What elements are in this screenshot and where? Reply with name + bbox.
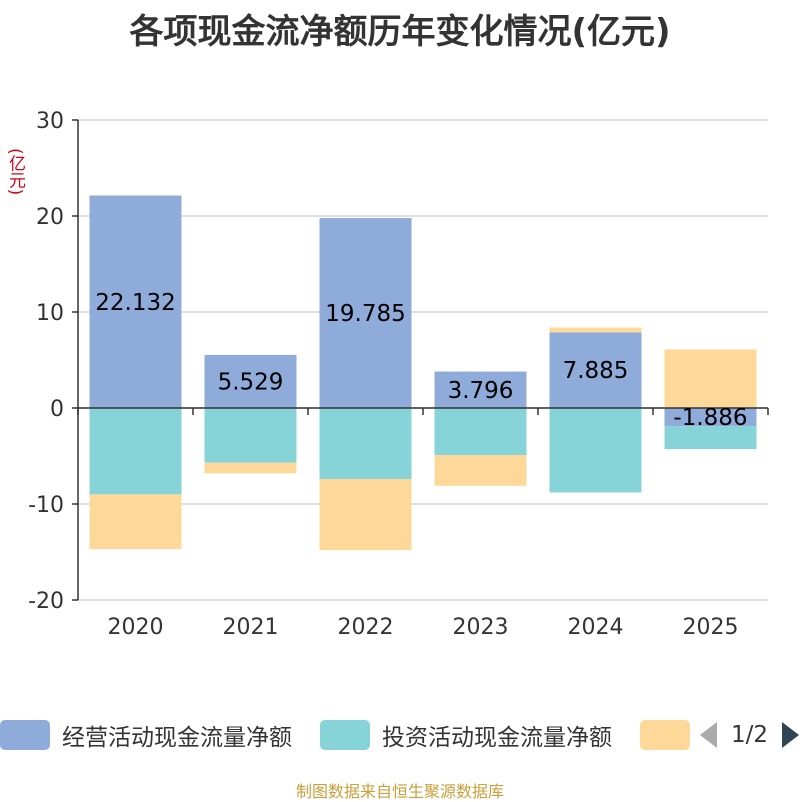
y-tick-label: -20 [28,589,64,614]
bar-data-label: 22.132 [95,290,175,316]
y-tick-label: 20 [36,205,64,230]
x-tick-label: 2023 [453,615,509,640]
bar-series-1-2021[interactable] [204,408,297,463]
bar-series-0-2023[interactable] [434,371,527,408]
y-tick-label: 0 [50,397,64,422]
data-source-note: 制图数据来自恒生聚源数据库 [295,782,504,801]
x-tick-label: 2024 [568,615,624,640]
x-tick-label: 2022 [338,615,394,640]
bar-series-1-2022[interactable] [319,408,412,480]
legend-swatch-financing [640,720,690,750]
bar-series-0-2025[interactable] [664,408,757,427]
x-tick-label: 2021 [223,615,279,640]
legend-label-operating: 经营活动现金流量净额 [62,725,292,751]
bar-series-0-2022[interactable] [319,218,412,408]
bar-series-2-2020[interactable] [89,494,182,550]
pager-next-icon[interactable] [782,722,800,748]
stacked-bar-chart: -20 -10 0 10 20 30 2020 2021 2022 2023 2024 2025 22.… [28,109,769,640]
legend-swatch-investing [320,720,370,750]
legend-label-investing: 投资活动现金流量净额 [382,725,612,751]
bar-series-0-2020[interactable] [89,195,182,408]
bar-series-1-2020[interactable] [89,408,182,495]
bar-series-1-2023[interactable] [434,408,527,456]
bar-series-0-2024[interactable] [549,332,642,408]
bar-series-1-2025[interactable] [664,426,757,450]
y-tick-label: -10 [28,493,64,518]
bar-series-2-2022[interactable] [319,479,412,551]
bar-series-2-2023[interactable] [434,455,527,486]
legend-swatch-operating [0,720,50,750]
x-tick-label: 2025 [683,615,739,640]
x-tick-label: 2020 [108,615,164,640]
bar-data-label: -1.886 [673,405,747,431]
labels: -20 -10 0 10 20 30 2020 2021 2022 2023 2024 2025 22.… [28,109,748,640]
chart-title: 各项现金流净额历年变化情况(亿元) [129,12,671,52]
bar-series-2-2025[interactable] [664,349,757,408]
legend-item-investing[interactable]: 投资活动现金流量净额 [320,716,612,754]
bar-data-label: 5.529 [218,369,284,395]
pager-prev-icon[interactable] [700,722,717,748]
bar-data-label: 19.785 [325,301,405,327]
bar-series-2-2024[interactable] [549,327,642,333]
y-axis-unit-label: (亿元) [5,148,25,196]
bar-data-label: 3.796 [448,378,514,404]
legend: 经营活动现金流量净额 投资活动现金流量净额 1/2 [0,716,800,756]
legend-item-operating[interactable]: 经营活动现金流量净额 [0,716,292,754]
bar-series-2-2021[interactable] [204,462,297,474]
bars [89,195,757,551]
y-tick-label: 10 [36,301,64,326]
bar-series-1-2024[interactable] [549,408,642,493]
legend-item-financing[interactable] [640,716,690,754]
y-tick-label: 30 [36,109,64,134]
legend-pager: 1/2 [700,716,800,754]
bar-series-0-2021[interactable] [204,354,297,408]
gridlines [78,119,768,601]
pager-page-indicator: 1/2 [731,722,769,748]
axes [72,119,769,601]
bar-data-label: 7.885 [563,358,629,384]
